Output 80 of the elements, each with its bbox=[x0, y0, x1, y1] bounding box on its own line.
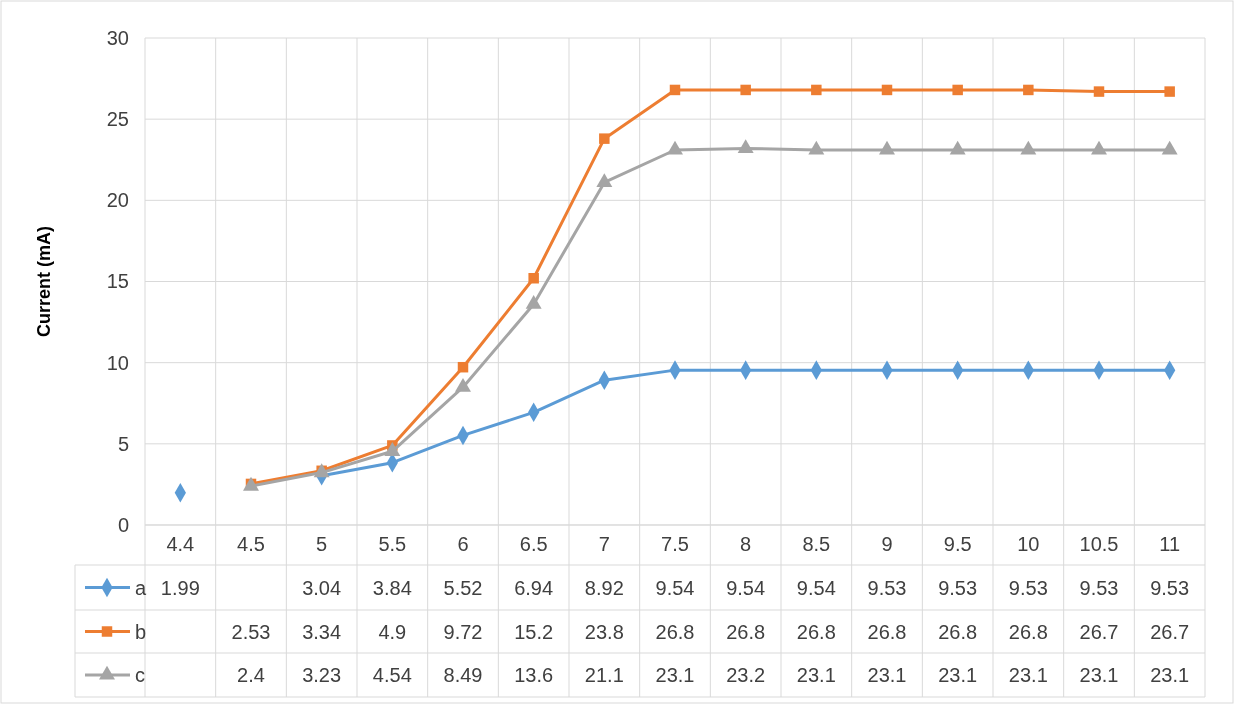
y-tick-label: 5 bbox=[117, 432, 129, 455]
x-tick-label: 6.5 bbox=[519, 533, 548, 556]
data-label: 26.8 bbox=[655, 620, 695, 643]
x-tick-label: 9 bbox=[881, 533, 893, 556]
point bbox=[1093, 86, 1105, 97]
point bbox=[596, 173, 613, 188]
point bbox=[599, 133, 610, 144]
point bbox=[1023, 84, 1034, 96]
y-tick-label: 10 bbox=[106, 351, 129, 374]
data-label: 26.8 bbox=[726, 620, 766, 643]
data-label: 8.92 bbox=[584, 576, 624, 599]
data-label: 2.53 bbox=[231, 620, 271, 643]
data-label: 26.8 bbox=[938, 620, 978, 643]
x-tick-label: 11 bbox=[1159, 533, 1181, 556]
data-label: 26.8 bbox=[867, 620, 907, 643]
data-label: 3.04 bbox=[302, 576, 342, 599]
data-label: 2.4 bbox=[237, 664, 265, 686]
point bbox=[811, 84, 822, 96]
x-tick-label: 8.5 bbox=[802, 533, 831, 556]
data-label: 26.7 bbox=[1150, 620, 1190, 643]
data-label: 13.6 bbox=[514, 664, 554, 686]
data-label: 3.23 bbox=[302, 664, 342, 686]
data-label: 1.99 bbox=[160, 576, 200, 599]
data-label: 23.1 bbox=[655, 664, 695, 686]
y-tick-label: 0 bbox=[117, 513, 129, 536]
data-label: 9.54 bbox=[655, 576, 695, 599]
data-label: 9.54 bbox=[796, 576, 836, 599]
data-label: 26.8 bbox=[1008, 620, 1048, 643]
data-label: 8.49 bbox=[443, 664, 483, 686]
y-tick-label: 25 bbox=[106, 108, 129, 131]
y-tick-label: 30 bbox=[106, 26, 129, 49]
point bbox=[740, 84, 751, 96]
y-tick-label: 20 bbox=[106, 189, 129, 212]
data-label: 5.52 bbox=[443, 576, 483, 599]
point bbox=[528, 273, 539, 284]
data-label: 23.1 bbox=[1150, 664, 1190, 686]
point bbox=[669, 84, 681, 96]
point bbox=[952, 84, 963, 96]
data-label: 23.1 bbox=[796, 664, 836, 686]
legend-label: c bbox=[135, 664, 145, 686]
x-tick-label: 7.5 bbox=[661, 533, 689, 556]
x-tick-label: 5.5 bbox=[378, 533, 407, 556]
point bbox=[457, 361, 469, 373]
data-label: 9.53 bbox=[867, 576, 907, 599]
data-label: 9.53 bbox=[1079, 576, 1119, 599]
data-label: 4.54 bbox=[372, 664, 412, 686]
data-label: 23.1 bbox=[938, 664, 978, 686]
data-label: 23.2 bbox=[726, 664, 766, 686]
x-tick-label: 10 bbox=[1017, 533, 1040, 556]
x-tick-label: 5 bbox=[316, 533, 328, 556]
data-label: 23.1 bbox=[1079, 664, 1119, 686]
x-tick-label: 6 bbox=[457, 533, 469, 556]
x-tick-label: 4.5 bbox=[237, 533, 265, 556]
data-label: 9.53 bbox=[938, 576, 978, 599]
data-label: 23.1 bbox=[1008, 664, 1048, 686]
data-label: 9.72 bbox=[443, 620, 483, 643]
data-label: 3.34 bbox=[302, 620, 342, 643]
point bbox=[1164, 86, 1175, 97]
data-label: 9.53 bbox=[1008, 576, 1048, 599]
legend-label: a bbox=[135, 576, 147, 599]
data-label: 4.9 bbox=[378, 620, 407, 643]
data-label: 23.8 bbox=[584, 620, 624, 643]
data-label: 9.54 bbox=[726, 576, 766, 599]
data-label: 23.1 bbox=[867, 664, 907, 686]
y-axis-title: Current (mA) bbox=[34, 226, 54, 337]
data-label: 21.1 bbox=[584, 664, 624, 686]
x-tick-label: 9.5 bbox=[943, 533, 972, 556]
data-label: 26.8 bbox=[796, 620, 836, 643]
data-label: 3.84 bbox=[372, 576, 412, 599]
data-label: 26.7 bbox=[1079, 620, 1119, 643]
legend-label: b bbox=[135, 620, 147, 643]
x-tick-label: 10.5 bbox=[1079, 533, 1119, 556]
x-tick-label: 4.4 bbox=[166, 533, 195, 556]
data-label: 6.94 bbox=[514, 576, 554, 599]
x-tick-label: 8 bbox=[740, 533, 752, 556]
data-label: 15.2 bbox=[514, 620, 554, 643]
y-tick-label: 15 bbox=[106, 270, 129, 293]
x-tick-label: 7 bbox=[598, 533, 610, 556]
point bbox=[881, 84, 893, 96]
data-label: 9.53 bbox=[1150, 576, 1190, 599]
